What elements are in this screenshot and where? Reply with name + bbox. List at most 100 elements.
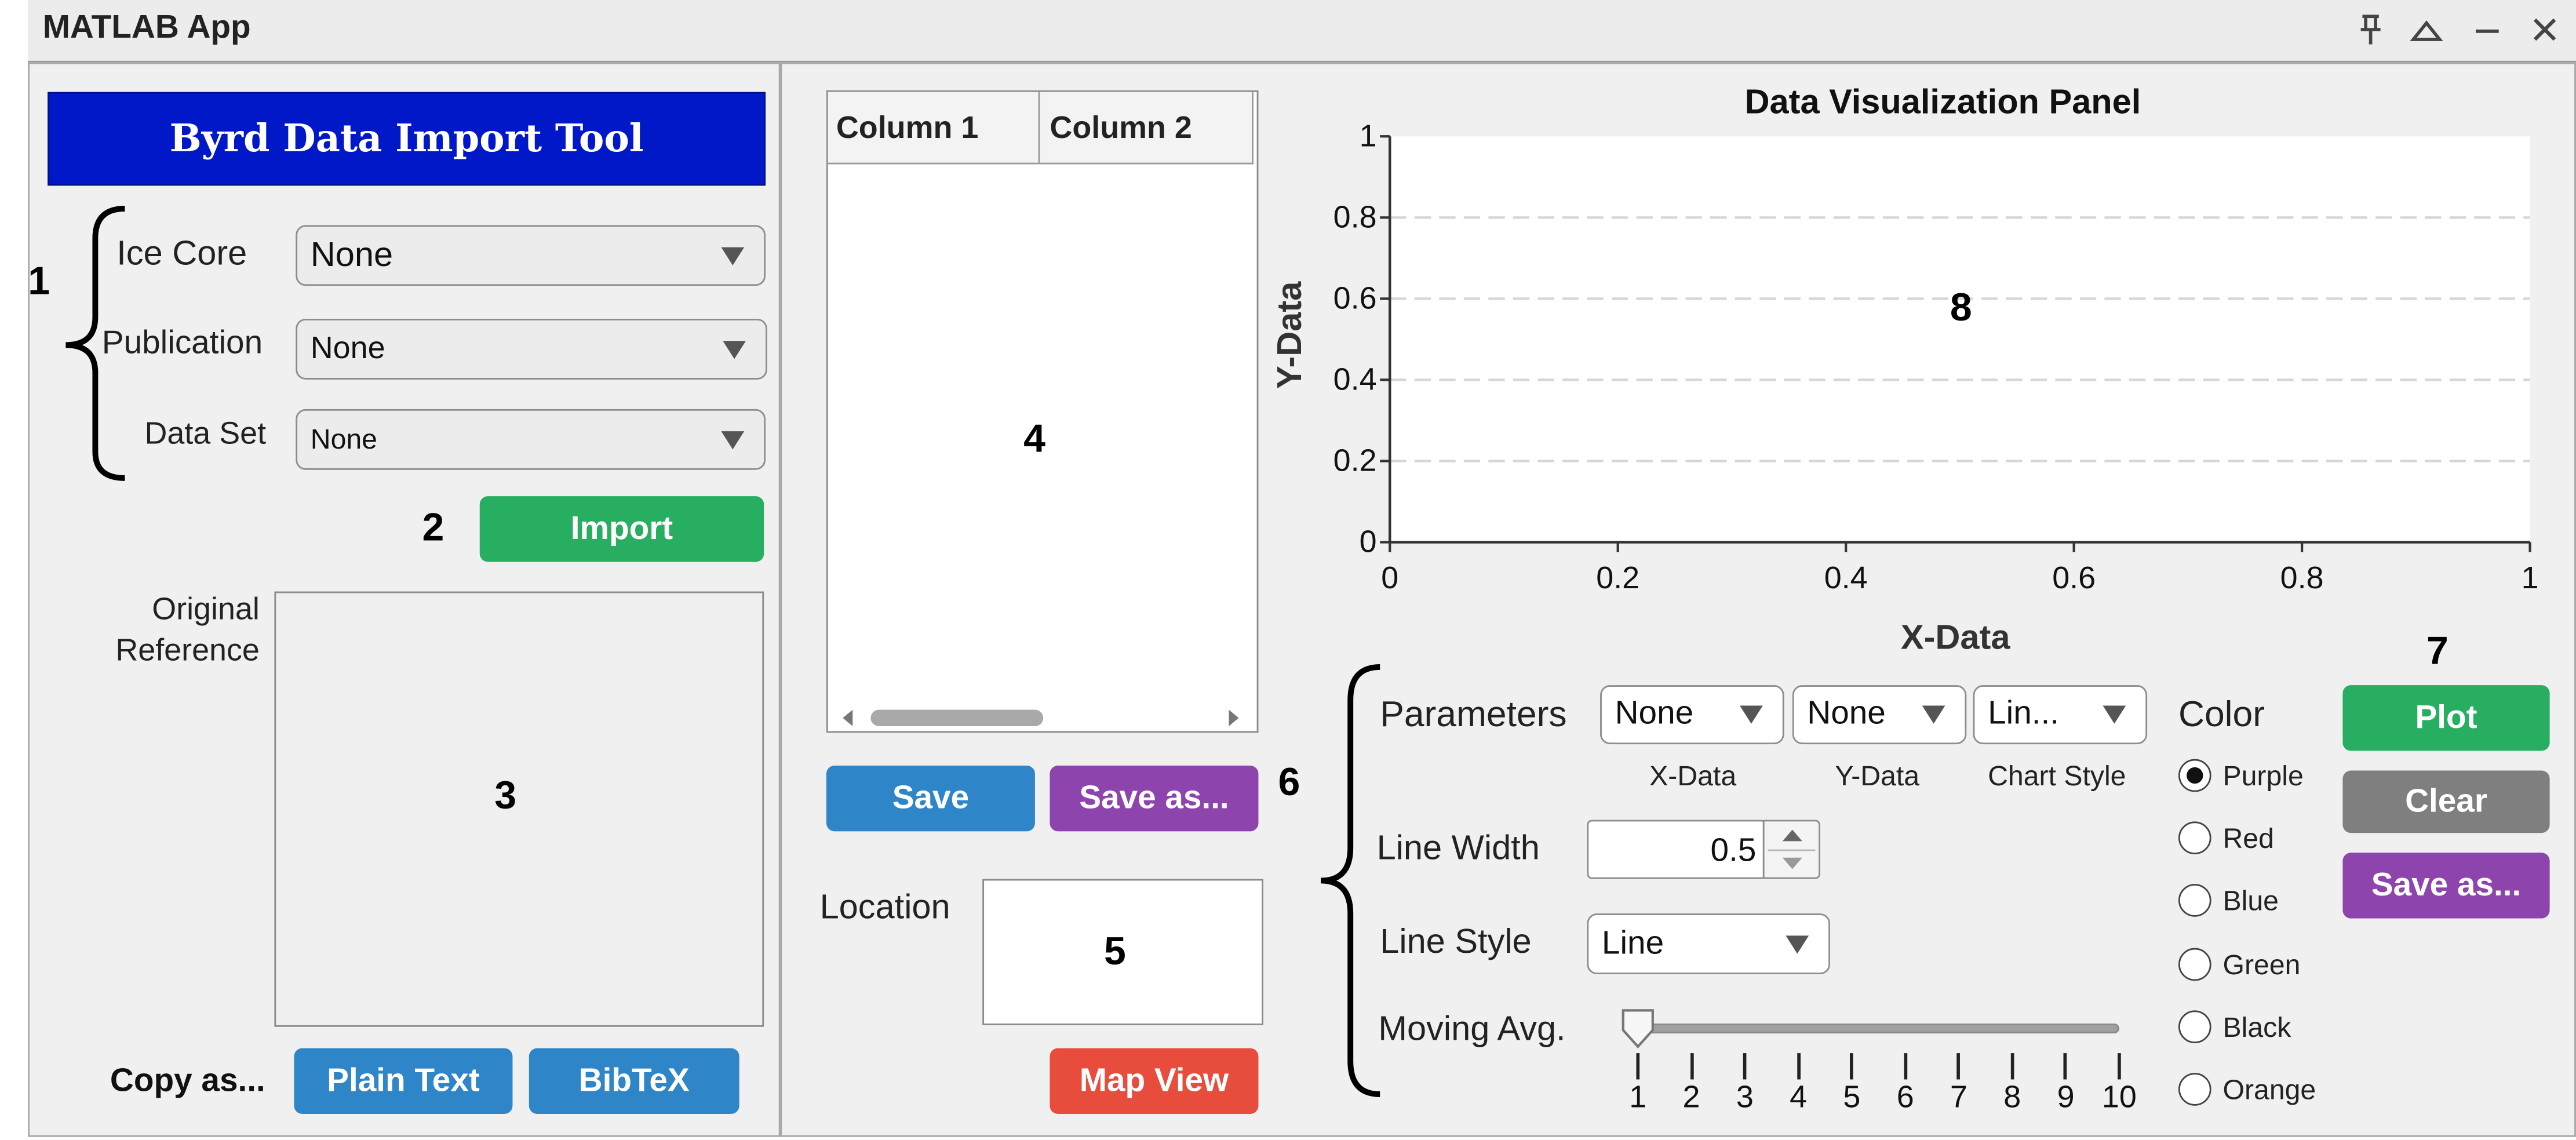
ice-core-value: None: [310, 235, 393, 274]
chevron-down-icon: [723, 340, 746, 358]
line-width-spinner[interactable]: [1762, 820, 1820, 879]
plain-text-button[interactable]: Plain Text: [294, 1048, 513, 1114]
y-data-value: None: [1807, 695, 1886, 732]
moving-avg-slider-thumb[interactable]: [1620, 1007, 1656, 1050]
callout-7: 7: [2426, 629, 2449, 674]
y-tick-label: 0.4: [1333, 362, 1377, 396]
plot-button[interactable]: Plot: [2342, 685, 2550, 751]
data-set-dropdown[interactable]: None: [296, 409, 766, 470]
y-tick-label: 0.6: [1333, 281, 1377, 315]
chart-svg[interactable]: 0 0.2 0.4 0.6 0.8 1 0 0.2 0.4 0.6 0.8 1: [1248, 99, 2576, 673]
reference-text-area[interactable]: [274, 591, 764, 1027]
x-tick-label: 1: [2522, 560, 2539, 595]
chart-style-value: Lin...: [1988, 695, 2060, 732]
table-column-header-1[interactable]: Column 1: [828, 92, 1040, 165]
y-tick-label: 0: [1360, 524, 1377, 559]
y-tick-label: 0.8: [1333, 199, 1377, 234]
x-data-value: None: [1615, 695, 1694, 732]
ice-core-label: Ice Core: [116, 235, 247, 273]
data-table[interactable]: [826, 90, 1259, 733]
x-tick-label: 0.8: [2280, 560, 2324, 595]
brace-6-icon: [1320, 664, 1380, 1097]
line-style-label: Line Style: [1380, 923, 1532, 961]
spinner-down-icon[interactable]: [1782, 857, 1802, 869]
chevron-down-icon: [1786, 935, 1809, 953]
bibtex-button[interactable]: BibTeX: [529, 1048, 739, 1114]
close-icon[interactable]: [2527, 10, 2563, 49]
line-style-dropdown[interactable]: Line: [1587, 913, 1830, 975]
plot-area: [1390, 136, 2530, 542]
line-width-label: Line Width: [1376, 829, 1540, 868]
x-axis-label: X-Data: [1900, 619, 2010, 657]
table-horizontal-scrollbar[interactable]: [870, 709, 1044, 726]
line-width-input[interactable]: 0.5: [1587, 820, 1766, 879]
color-radio-green[interactable]: [2178, 948, 2211, 981]
y-data-dropdown[interactable]: None: [1792, 685, 1967, 745]
title-bar: [28, 0, 2576, 63]
callout-4: 4: [1023, 417, 1045, 462]
parameters-label: Parameters: [1380, 693, 1567, 735]
map-view-button[interactable]: Map View: [1050, 1048, 1259, 1114]
table-column-header-2[interactable]: Column 2: [1040, 92, 1254, 165]
callout-2: 2: [422, 506, 444, 551]
x-data-caption: X-Data: [1649, 760, 1737, 792]
callout-3: 3: [494, 774, 517, 818]
chart-style-dropdown[interactable]: Lin...: [1973, 685, 2148, 745]
chevron-down-icon: [1740, 705, 1763, 724]
publication-dropdown[interactable]: None: [296, 318, 767, 380]
y-axis-label: Y-Data: [1271, 281, 1310, 389]
clear-button[interactable]: Clear: [2342, 770, 2550, 833]
import-tool-title: Byrd Data Import Tool: [169, 116, 644, 161]
location-box[interactable]: [982, 879, 1263, 1025]
minimize-icon[interactable]: [2469, 10, 2505, 49]
color-radio-purple[interactable]: [2178, 759, 2211, 792]
chevron-down-icon: [1922, 705, 1945, 724]
publication-label: Publication: [101, 325, 263, 362]
spinner-divider: [1768, 849, 1816, 851]
y-data-caption: Y-Data: [1835, 760, 1920, 792]
y-tick-label: 0.2: [1333, 443, 1377, 478]
import-button[interactable]: Import: [479, 496, 764, 562]
chevron-down-icon: [721, 246, 745, 265]
import-tool-header: Byrd Data Import Tool: [48, 92, 766, 186]
callout-6: 6: [1278, 760, 1300, 806]
line-style-value: Line: [1601, 924, 1664, 961]
moving-avg-slider-track[interactable]: [1634, 1024, 2119, 1034]
copy-as-label: Copy as...: [110, 1063, 265, 1099]
x-tick-label: 0.2: [1596, 560, 1639, 595]
pin-icon[interactable]: [2352, 10, 2388, 49]
ice-core-dropdown[interactable]: None: [296, 225, 766, 286]
scroll-left-icon[interactable]: [843, 709, 853, 726]
y-tick-label: 1: [1360, 118, 1377, 153]
location-label: Location: [819, 888, 950, 927]
color-radio-black[interactable]: [2178, 1010, 2211, 1044]
reference-label-line-1: Original: [152, 593, 260, 628]
callout-1: 1: [28, 259, 50, 304]
moving-avg-label: Moving Avg.: [1378, 1010, 1566, 1048]
color-radio-orange[interactable]: [2178, 1073, 2211, 1106]
color-radio-red[interactable]: [2178, 821, 2211, 855]
spinner-up-icon[interactable]: [1782, 829, 1802, 842]
color-label: Color: [2178, 693, 2265, 735]
x-data-dropdown[interactable]: None: [1600, 685, 1784, 745]
callout-8: 8: [1950, 286, 1972, 330]
color-radio-blue[interactable]: [2178, 884, 2211, 917]
chevron-down-icon: [2103, 705, 2126, 724]
data-set-value: None: [310, 423, 377, 454]
save-as-plot-button[interactable]: Save as...: [2342, 853, 2550, 919]
chart-style-caption: Chart Style: [1988, 760, 2126, 792]
reference-label-line-2: Reference: [115, 634, 260, 669]
x-tick-label: 0.4: [1824, 560, 1868, 595]
maximize-icon[interactable]: [2409, 10, 2444, 49]
chart-title: Data Visualization Panel: [1744, 83, 2141, 122]
callout-5: 5: [1103, 930, 1126, 975]
brace-1-icon: [65, 206, 125, 481]
app-title: MATLAB App: [42, 10, 251, 46]
publication-value: None: [310, 331, 385, 366]
scroll-right-icon[interactable]: [1229, 709, 1239, 726]
x-tick-label: 0: [1381, 560, 1398, 595]
data-set-label: Data Set: [144, 417, 267, 452]
save-as-table-button[interactable]: Save as...: [1050, 766, 1259, 832]
save-table-button[interactable]: Save: [826, 766, 1035, 832]
